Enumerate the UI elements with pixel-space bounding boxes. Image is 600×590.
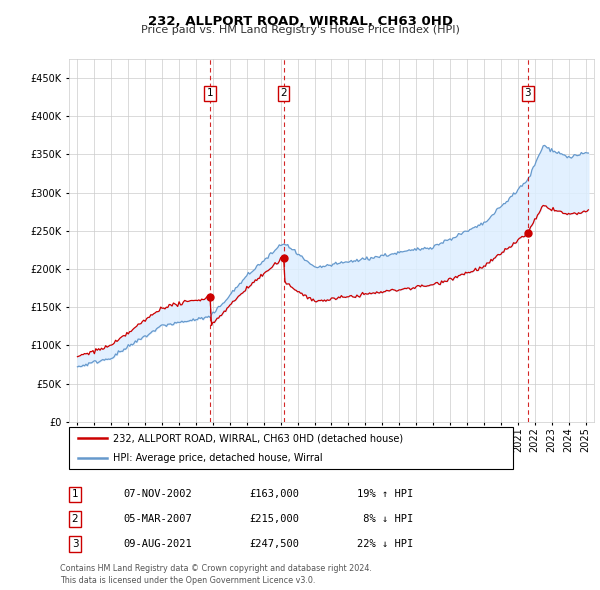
Text: £215,000: £215,000 bbox=[249, 514, 299, 524]
Text: 8% ↓ HPI: 8% ↓ HPI bbox=[357, 514, 413, 524]
Text: 09-AUG-2021: 09-AUG-2021 bbox=[123, 539, 192, 549]
Text: 3: 3 bbox=[71, 539, 79, 549]
Text: £247,500: £247,500 bbox=[249, 539, 299, 549]
Text: 232, ALLPORT ROAD, WIRRAL, CH63 0HD: 232, ALLPORT ROAD, WIRRAL, CH63 0HD bbox=[148, 15, 452, 28]
Text: 05-MAR-2007: 05-MAR-2007 bbox=[123, 514, 192, 524]
Text: 1: 1 bbox=[207, 88, 214, 99]
Text: £163,000: £163,000 bbox=[249, 490, 299, 499]
Text: 2: 2 bbox=[280, 88, 287, 99]
FancyBboxPatch shape bbox=[69, 427, 513, 469]
Text: 22% ↓ HPI: 22% ↓ HPI bbox=[357, 539, 413, 549]
Text: 1: 1 bbox=[71, 490, 79, 499]
Text: 07-NOV-2002: 07-NOV-2002 bbox=[123, 490, 192, 499]
Text: 2: 2 bbox=[71, 514, 79, 524]
Text: Contains HM Land Registry data © Crown copyright and database right 2024.
This d: Contains HM Land Registry data © Crown c… bbox=[60, 564, 372, 585]
Text: 232, ALLPORT ROAD, WIRRAL, CH63 0HD (detached house): 232, ALLPORT ROAD, WIRRAL, CH63 0HD (det… bbox=[113, 433, 404, 443]
Text: Price paid vs. HM Land Registry's House Price Index (HPI): Price paid vs. HM Land Registry's House … bbox=[140, 25, 460, 35]
Text: 3: 3 bbox=[524, 88, 531, 99]
Text: HPI: Average price, detached house, Wirral: HPI: Average price, detached house, Wirr… bbox=[113, 453, 323, 463]
Text: 19% ↑ HPI: 19% ↑ HPI bbox=[357, 490, 413, 499]
